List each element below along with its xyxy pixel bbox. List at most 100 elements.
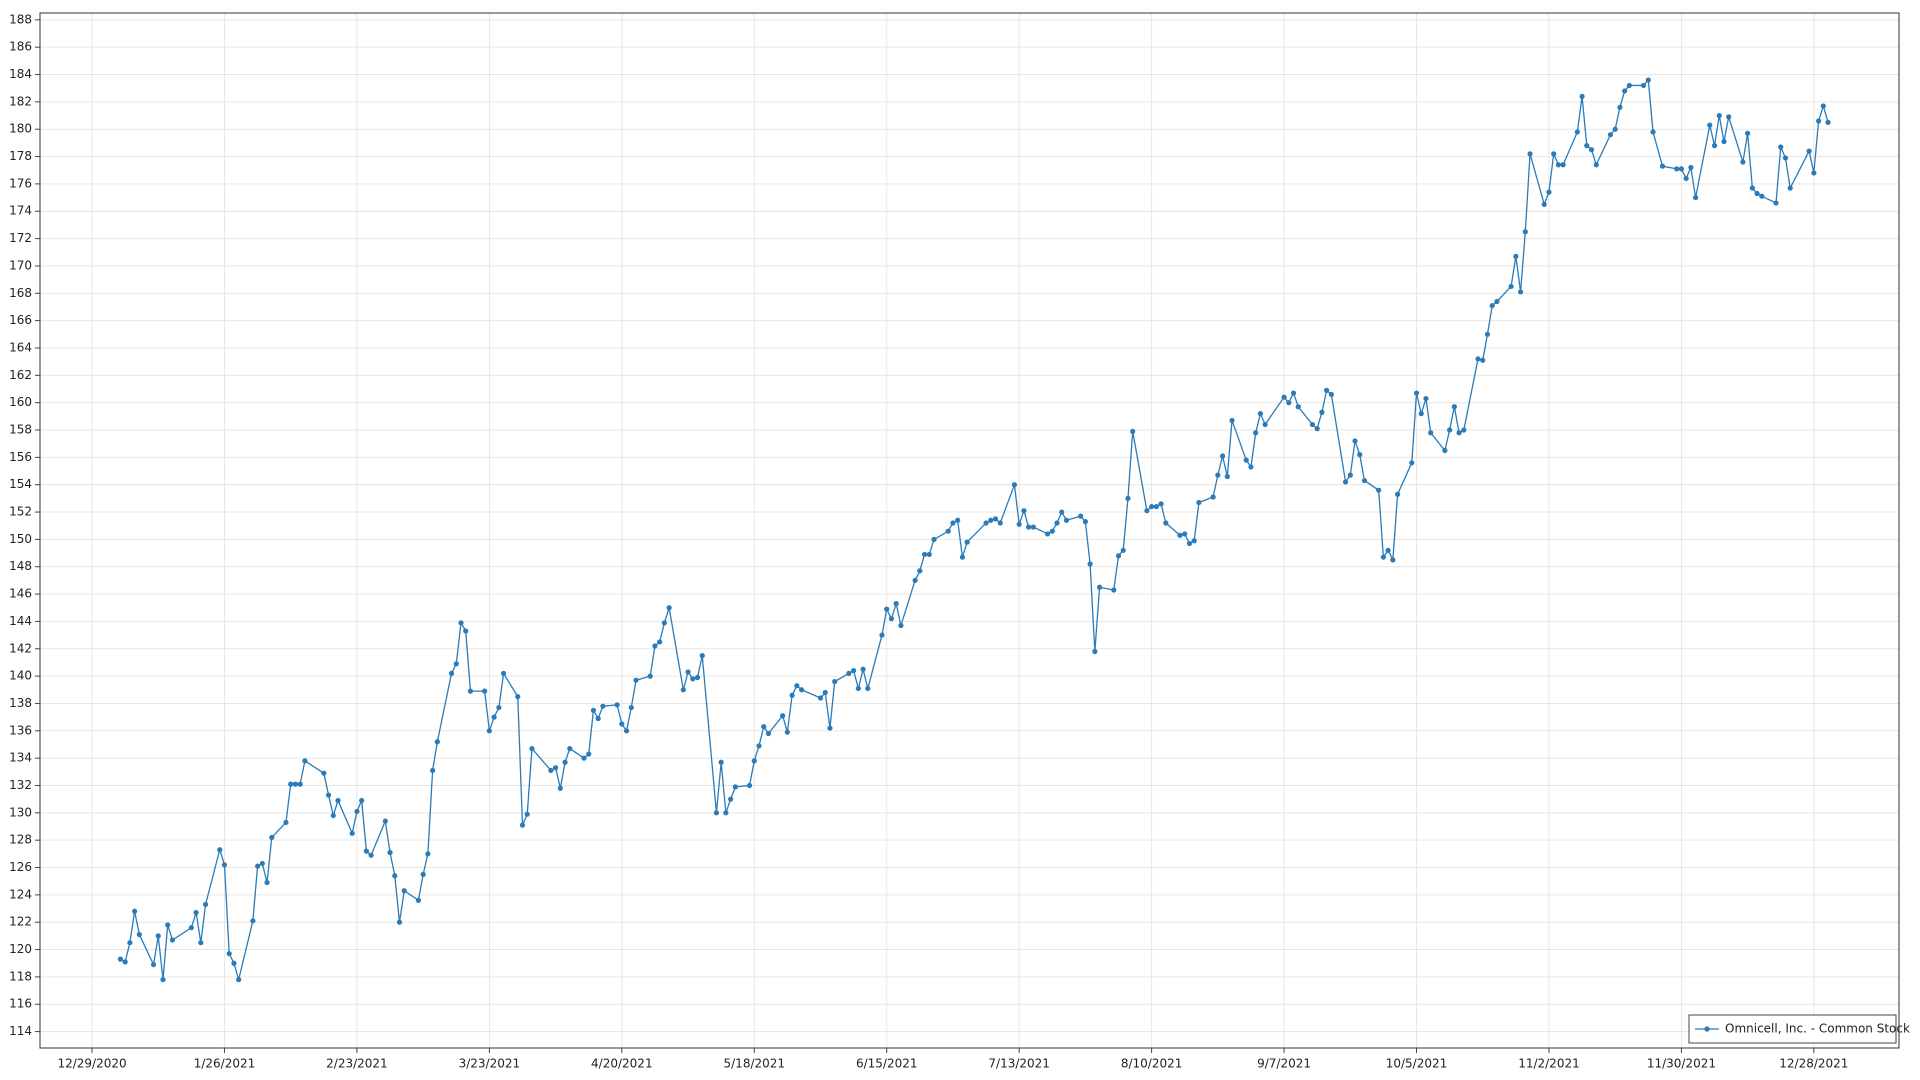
point [486, 728, 492, 734]
point [950, 520, 956, 526]
point [997, 520, 1003, 526]
point [198, 940, 204, 946]
point [1782, 155, 1789, 161]
point [1659, 163, 1666, 169]
point [1149, 503, 1155, 510]
point [1778, 144, 1784, 150]
point [983, 520, 989, 526]
point [359, 797, 365, 804]
point [430, 767, 436, 774]
point [1286, 400, 1292, 406]
point [217, 847, 223, 853]
point [288, 781, 294, 787]
point [661, 620, 667, 626]
point [959, 554, 966, 560]
point [600, 703, 606, 709]
point [117, 956, 124, 962]
point [1125, 495, 1131, 501]
point [884, 606, 890, 612]
point [269, 834, 275, 841]
point [448, 670, 455, 676]
x-tick-label: 11/2/2021 [1518, 1057, 1580, 1071]
point [524, 811, 530, 817]
point [122, 959, 128, 965]
point [888, 616, 895, 622]
point [1825, 119, 1831, 125]
plot-border [39, 12, 1900, 1049]
point [1815, 118, 1822, 124]
point [945, 528, 951, 534]
point [1253, 430, 1259, 436]
point [1314, 426, 1320, 432]
point [1191, 538, 1197, 544]
y-tick-label: 144 [9, 614, 32, 628]
point [1182, 531, 1188, 537]
point [1063, 517, 1070, 523]
point [1574, 129, 1580, 135]
point [1215, 472, 1221, 478]
y-tick-label: 128 [9, 833, 32, 847]
point [1820, 103, 1826, 109]
point [1461, 427, 1467, 433]
y-tick-label: 146 [9, 587, 32, 601]
point [912, 577, 918, 584]
point [851, 668, 857, 674]
point [1442, 447, 1448, 454]
x-tick-label: 1/26/2021 [194, 1057, 256, 1071]
point [955, 517, 961, 523]
point [1309, 421, 1316, 428]
y-tick-label: 142 [9, 641, 32, 655]
point [1352, 438, 1358, 444]
x-tick-label: 4/20/2021 [591, 1057, 653, 1071]
point [1721, 138, 1727, 145]
point [761, 724, 767, 730]
point [1716, 112, 1722, 119]
point [652, 643, 658, 649]
y-tick-label: 182 [9, 94, 32, 108]
point [926, 551, 932, 558]
point [1049, 528, 1055, 534]
point [732, 784, 738, 790]
point [1773, 200, 1779, 206]
y-tick-label: 184 [9, 67, 32, 81]
point [1380, 554, 1386, 560]
point [1593, 162, 1599, 168]
point [548, 767, 554, 774]
y-tick-label: 168 [9, 286, 32, 300]
point [1612, 126, 1618, 132]
x-tick-label: 7/13/2021 [988, 1057, 1050, 1071]
point [292, 781, 299, 787]
y-tick-label: 134 [9, 751, 32, 765]
point [283, 819, 289, 826]
point [794, 683, 800, 689]
y-tick-label: 162 [9, 368, 32, 382]
point [1423, 395, 1429, 402]
y-tick-label: 172 [9, 231, 32, 245]
point [685, 669, 691, 675]
point [193, 910, 199, 916]
x-tick-label: 11/30/2021 [1647, 1057, 1716, 1071]
point [1224, 473, 1230, 480]
point [784, 729, 790, 735]
point [1385, 547, 1391, 553]
point [1030, 524, 1036, 530]
point [590, 707, 597, 713]
point [425, 851, 431, 857]
point [1640, 82, 1647, 89]
y-tick-label: 136 [9, 723, 32, 737]
point [765, 730, 772, 737]
y-tick-label: 154 [9, 477, 32, 491]
point [1158, 501, 1164, 507]
x-tick-label: 12/29/2020 [57, 1057, 126, 1071]
point [396, 919, 403, 925]
point [1688, 164, 1694, 171]
point [363, 848, 369, 854]
point [1219, 453, 1226, 459]
point [619, 721, 625, 727]
y-tick-label: 164 [9, 340, 32, 354]
y-tick-label: 132 [9, 778, 32, 792]
point [1541, 201, 1547, 208]
point [1740, 159, 1746, 165]
y-tick-label: 148 [9, 559, 32, 573]
point [1243, 457, 1249, 463]
